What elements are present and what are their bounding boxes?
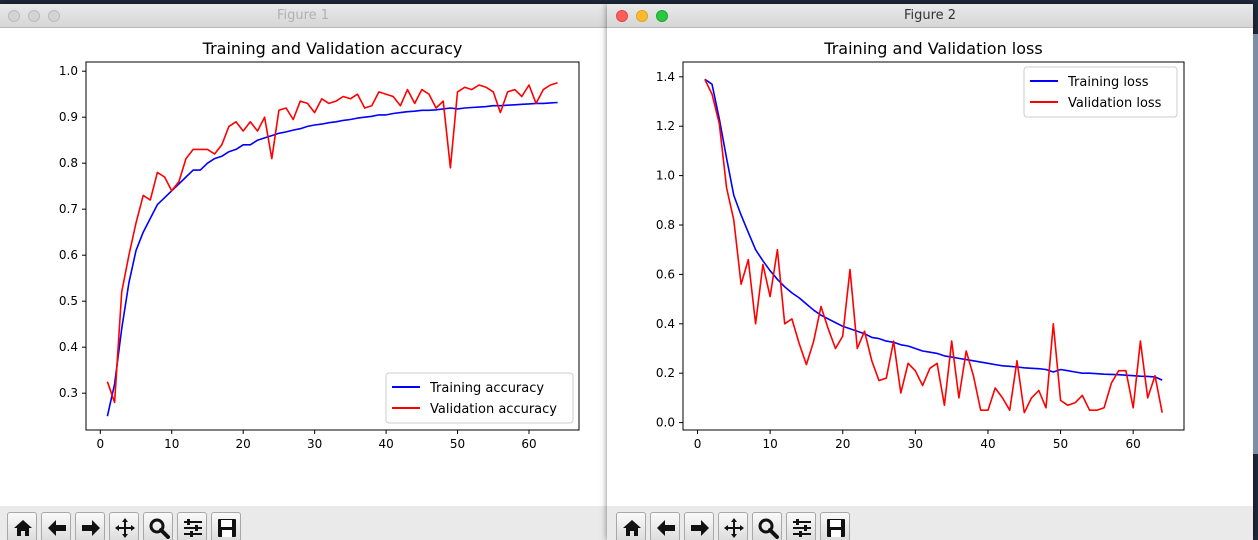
minimize-button[interactable] — [28, 10, 40, 22]
subplots-sliders-icon — [184, 519, 202, 537]
series-line-validation-accuracy — [106, 81, 558, 404]
y-tick-label: 0.8 — [656, 218, 675, 232]
x-tick-label: 60 — [1126, 437, 1141, 451]
subplots-sliders-button[interactable] — [786, 512, 816, 540]
legend-label: Training loss — [1067, 75, 1149, 90]
zoom-magnifier-button[interactable] — [752, 512, 782, 540]
x-tick-label: 20 — [236, 437, 251, 451]
y-tick-label: 0.2 — [656, 366, 675, 380]
back-arrow-icon — [657, 520, 675, 536]
x-tick-label: 0 — [694, 437, 702, 451]
back-arrow-button[interactable] — [650, 512, 680, 540]
y-tick-label: 0.5 — [59, 294, 78, 308]
forward-arrow-icon — [82, 520, 100, 536]
x-tick-label: 20 — [835, 437, 850, 451]
zoom-button[interactable] — [656, 10, 668, 22]
zoom-magnifier-icon — [758, 518, 779, 539]
x-tick-label: 10 — [164, 437, 179, 451]
zoom-magnifier-button[interactable] — [143, 512, 173, 540]
legend-label: Training accuracy — [429, 381, 544, 396]
y-tick-label: 0.4 — [656, 317, 675, 331]
y-tick-label: 1.0 — [59, 64, 78, 78]
loss-chart: Training and Validation loss 0 10 20 30 40 50 6… — [656, 39, 1185, 451]
y-tick-label: 0.3 — [59, 386, 78, 400]
series-line-validation-loss — [704, 78, 1163, 414]
y-tick-label: 0.8 — [59, 156, 78, 170]
legend-label: Validation loss — [1068, 96, 1162, 111]
x-tick-label: 50 — [450, 437, 465, 451]
home-icon — [623, 520, 641, 536]
pan-move-icon — [115, 518, 135, 538]
pan-move-button[interactable] — [718, 512, 748, 540]
pan-move-icon — [724, 518, 744, 538]
zoom-magnifier-icon — [149, 518, 170, 539]
subplots-sliders-icon — [793, 519, 811, 537]
back-arrow-icon — [48, 520, 66, 536]
accuracy-chart: Training and Validation accuracy 0 10 20 30 4… — [59, 39, 580, 451]
close-button[interactable] — [616, 10, 628, 22]
home-button[interactable] — [616, 512, 646, 540]
title-bar[interactable]: Figure 2 — [607, 4, 1253, 28]
save-floppy-icon — [827, 519, 845, 537]
minimize-button[interactable] — [636, 10, 648, 22]
figure-1-window: Figure 1 Training and Validation accurac… — [0, 4, 608, 540]
navigation-toolbar — [607, 506, 1253, 540]
y-tick-label: 1.4 — [656, 70, 675, 84]
home-button[interactable] — [7, 512, 37, 540]
chart-title: Training and Validation loss — [823, 39, 1042, 58]
save-floppy-icon — [218, 519, 236, 537]
series-line-training-accuracy — [106, 101, 558, 417]
x-tick-label: 0 — [96, 437, 104, 451]
title-bar[interactable]: Figure 1 — [0, 4, 608, 28]
forward-arrow-button[interactable] — [684, 512, 714, 540]
y-tick-label: 1.0 — [656, 169, 675, 183]
y-tick-label: 0.4 — [59, 340, 78, 354]
x-tick-label: 30 — [908, 437, 923, 451]
x-tick-label: 10 — [762, 437, 777, 451]
save-floppy-button[interactable] — [211, 512, 241, 540]
legend-label: Validation accuracy — [430, 402, 557, 417]
chart-title: Training and Validation accuracy — [202, 39, 463, 58]
y-tick-label: 0.6 — [59, 248, 78, 262]
legend — [1023, 66, 1178, 118]
legend — [385, 372, 574, 424]
y-tick-label: 0.0 — [656, 416, 675, 430]
y-tick-label: 1.2 — [656, 119, 675, 133]
background-window-edge — [1253, 34, 1258, 454]
y-tick-label: 0.9 — [59, 110, 78, 124]
plot-area — [85, 61, 580, 431]
save-floppy-button[interactable] — [820, 512, 850, 540]
forward-arrow-icon — [691, 520, 709, 536]
x-tick-label: 40 — [378, 437, 393, 451]
window-title: Figure 2 — [903, 8, 957, 23]
pan-move-button[interactable] — [109, 512, 139, 540]
plot-area — [682, 61, 1185, 431]
forward-arrow-button[interactable] — [75, 512, 105, 540]
y-tick-label: 0.7 — [59, 202, 78, 216]
x-tick-label: 30 — [307, 437, 322, 451]
close-button[interactable] — [8, 10, 20, 22]
x-tick-label: 40 — [980, 437, 995, 451]
figure-2-window: Figure 2 Training and Validation loss 0 10… — [607, 4, 1253, 540]
navigation-toolbar — [0, 506, 608, 540]
y-tick-label: 0.6 — [656, 267, 675, 281]
zoom-button[interactable] — [48, 10, 60, 22]
window-title: Figure 1 — [276, 8, 330, 23]
x-tick-label: 50 — [1053, 437, 1068, 451]
home-icon — [14, 520, 32, 536]
back-arrow-button[interactable] — [41, 512, 71, 540]
x-tick-label: 60 — [521, 437, 536, 451]
subplots-sliders-button[interactable] — [177, 512, 207, 540]
